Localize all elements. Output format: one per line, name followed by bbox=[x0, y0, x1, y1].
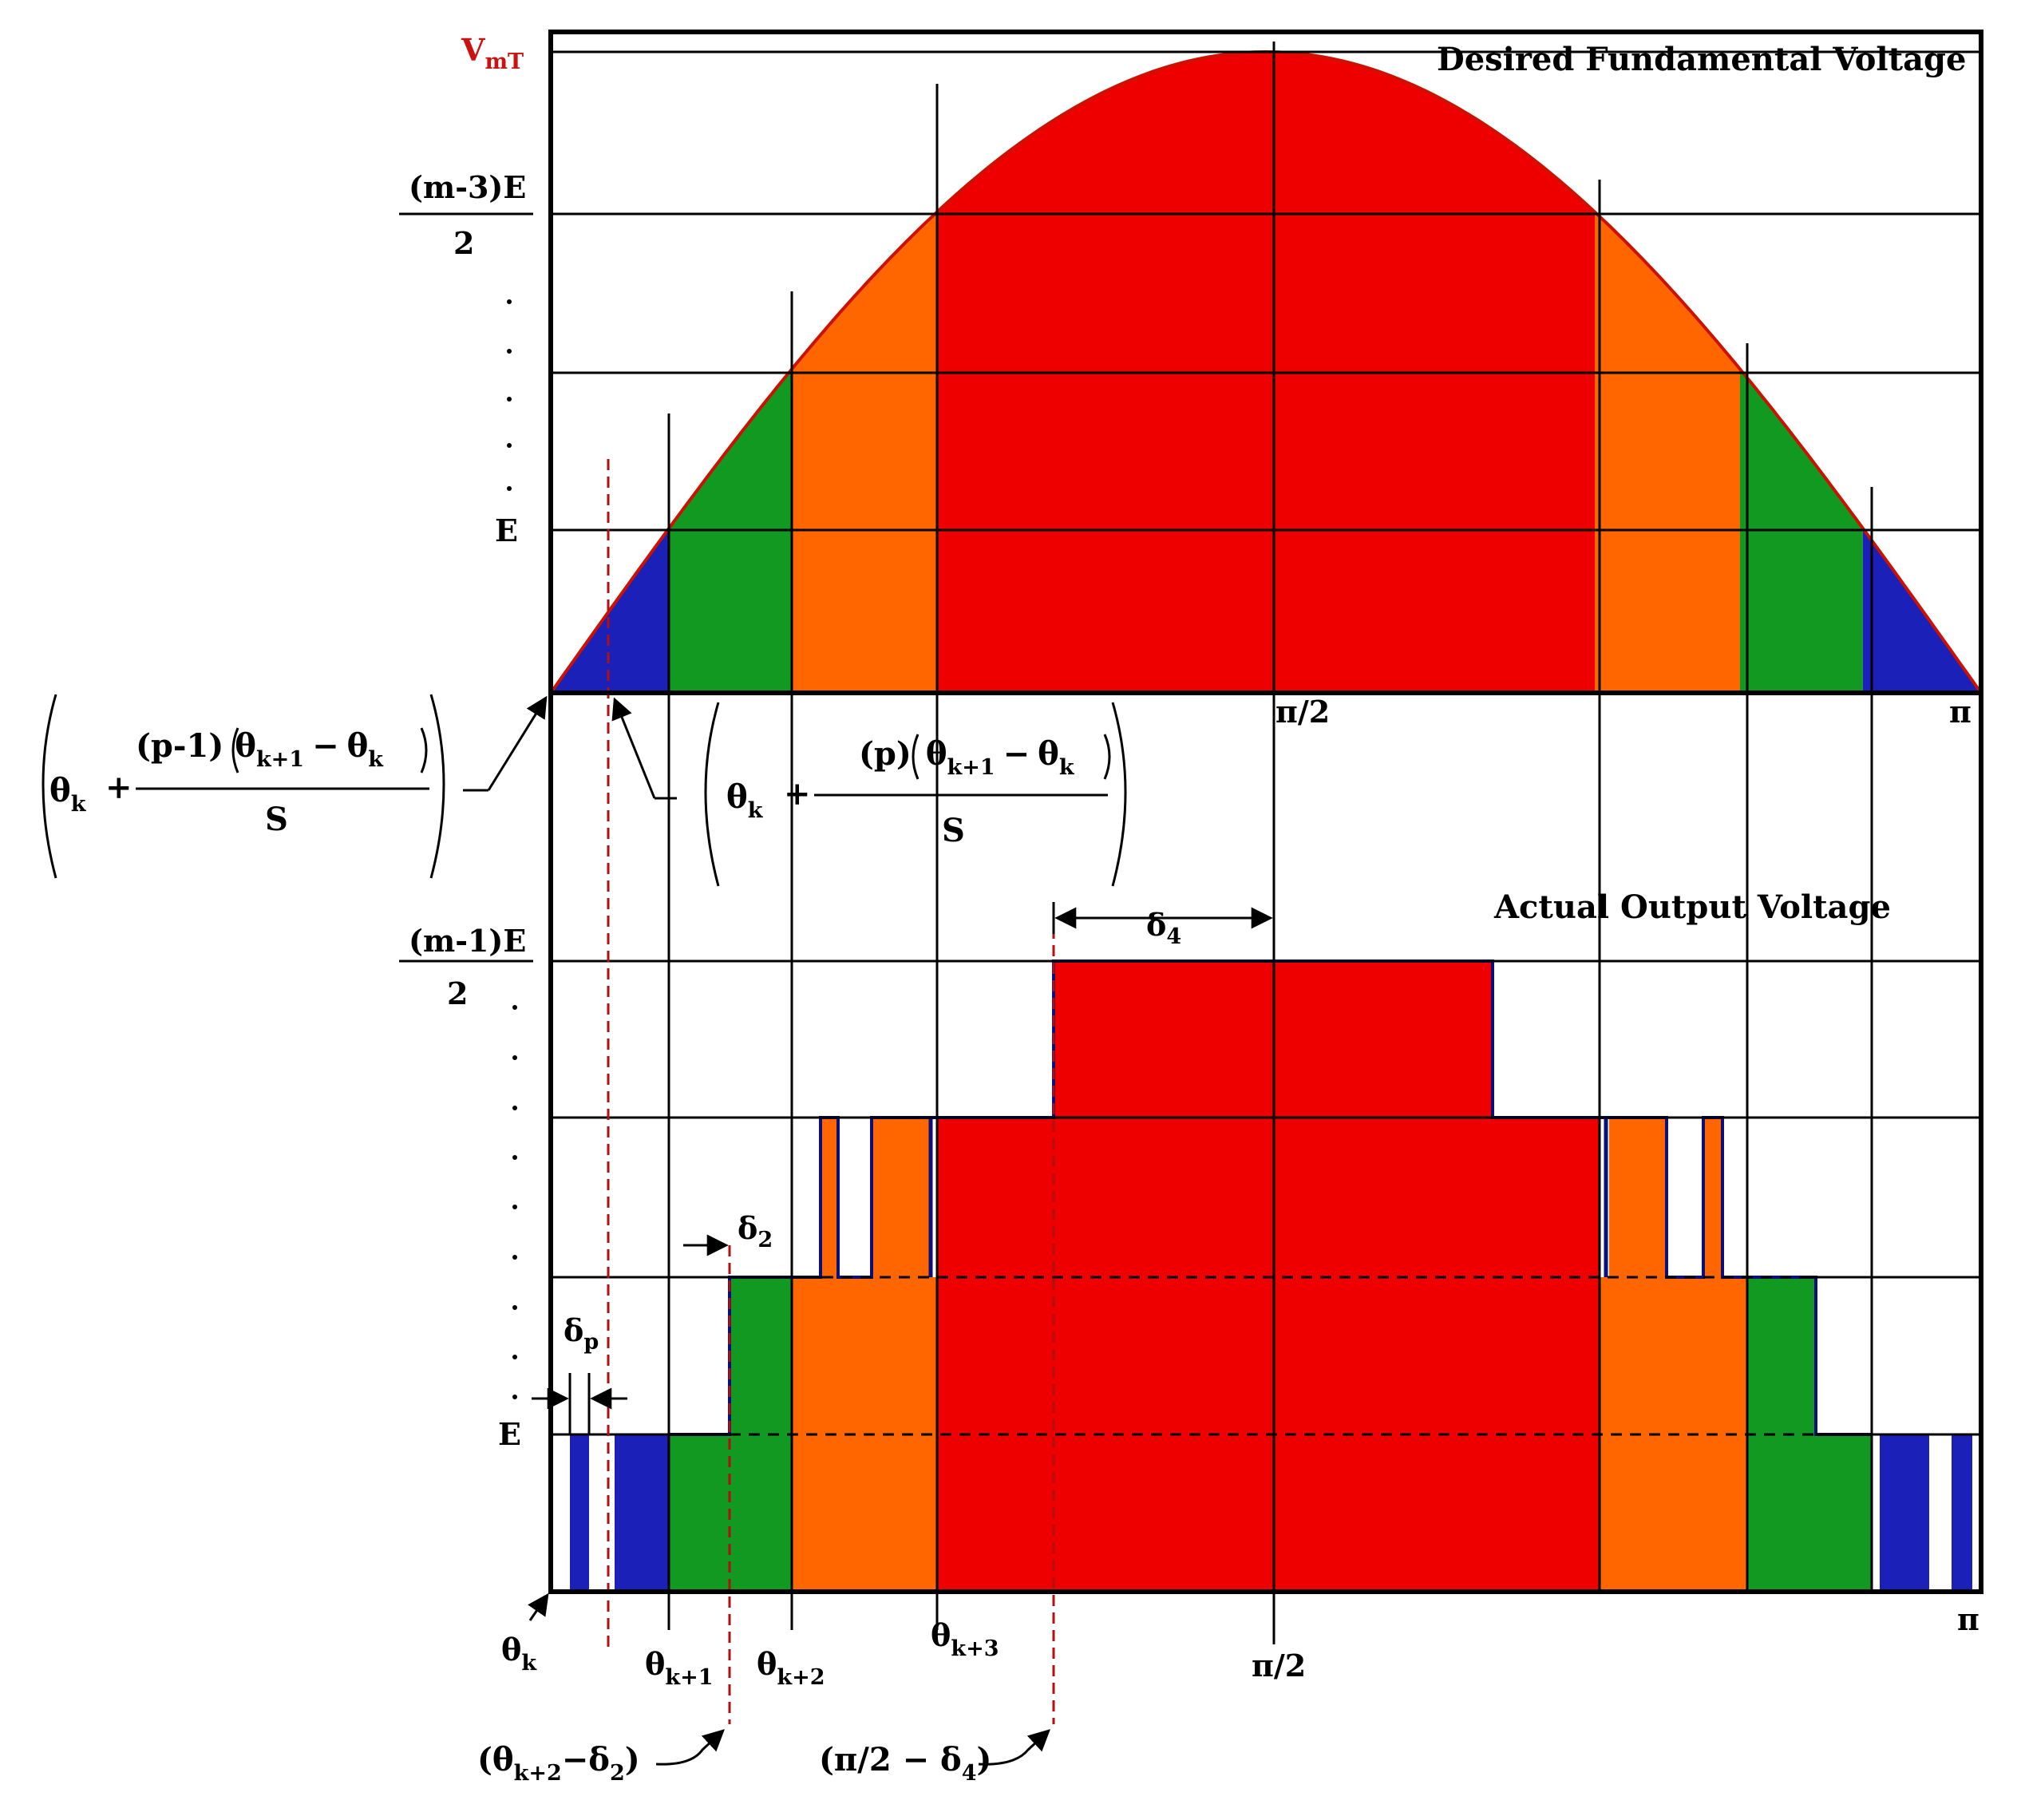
bottom-title: Actual Output Voltage bbox=[1493, 888, 1891, 926]
green-step-right-high bbox=[1747, 1277, 1816, 1434]
top-vertical-lines bbox=[667, 42, 1873, 722]
formula-right-theta-k: θk bbox=[726, 778, 764, 823]
m3-denominator: 2 bbox=[453, 225, 474, 261]
formula-left-inner-paren-open bbox=[231, 727, 239, 774]
m3-numerator: (m-3)E bbox=[409, 169, 526, 205]
theta-labels: θk θk+1 θk+2 θk+3 bbox=[501, 1592, 999, 1690]
orange-pulse-left-2 bbox=[872, 1118, 931, 1277]
orange-pulse-right-1 bbox=[1609, 1118, 1667, 1277]
bottom-frame bbox=[548, 690, 1983, 1594]
top-half-pi-label: π/2 bbox=[1275, 694, 1330, 730]
theta-k-arrow bbox=[528, 1592, 549, 1621]
theta-k2-label: θk+2 bbox=[757, 1646, 825, 1690]
top-vertical-dots bbox=[507, 299, 512, 491]
formula-right-paren-open bbox=[704, 702, 720, 887]
orange-pulse-left-1 bbox=[821, 1118, 838, 1277]
formula-left-paren-close bbox=[429, 694, 445, 879]
output-staircase bbox=[570, 959, 1972, 1592]
formula-right-arrow bbox=[611, 697, 656, 799]
bottom-vertical-lines bbox=[667, 693, 1873, 1644]
deltap-label: δp bbox=[564, 1312, 599, 1355]
bottom-half-pi-label: π/2 bbox=[1252, 1648, 1306, 1684]
m1-denominator: 2 bbox=[447, 975, 468, 1011]
formula-left-paren-open bbox=[42, 694, 57, 879]
bottom-vertical-dots bbox=[512, 1005, 517, 1399]
annotation-2-arrow bbox=[978, 1729, 1050, 1766]
theta-k3-label: θk+3 bbox=[931, 1617, 999, 1661]
formula-left-arrow bbox=[487, 695, 548, 791]
red-step-body bbox=[937, 1118, 1600, 1592]
formula-left-inner-paren-close bbox=[420, 727, 428, 774]
bottom-pi-label: π bbox=[1957, 1601, 1979, 1637]
m1-numerator: (m-1)E bbox=[409, 923, 526, 959]
top-pi-label: π bbox=[1949, 694, 1972, 730]
annotation-theta-k2-delta2: (θk+2−δ2) bbox=[477, 1741, 640, 1786]
delta2-label: δ2 bbox=[738, 1210, 773, 1252]
formula-left-theta-k: θk bbox=[49, 772, 87, 817]
theta-k-label: θk bbox=[501, 1632, 537, 1676]
formula-right-inner-paren-open bbox=[912, 734, 920, 780]
formula-right-denominator: S bbox=[942, 812, 965, 849]
blue-pulse-1 bbox=[570, 1434, 589, 1592]
blue-pulse-4 bbox=[1952, 1434, 1972, 1592]
formula-right-paren-close bbox=[1111, 702, 1127, 887]
green-step-left-high bbox=[730, 1277, 792, 1434]
green-step-right-low bbox=[1747, 1434, 1872, 1592]
formula-left: θk + (p-1) θk+1− θk S bbox=[42, 694, 548, 879]
bottom-annotations: (θk+2−δ2) (π/2 − δ4) bbox=[477, 1729, 1050, 1786]
orange-band-left bbox=[792, 212, 937, 693]
orange-pulse-right-2 bbox=[1703, 1118, 1722, 1277]
delta4-label: δ4 bbox=[1146, 907, 1181, 949]
dashed-guides bbox=[607, 459, 1055, 1724]
annotation-1-arrow bbox=[655, 1729, 725, 1766]
bottom-panel: Actual Output Voltage (m-1)E 2 E π/2 π δ… bbox=[399, 459, 1983, 1724]
annotation-pi2-delta4: (π/2 − δ4) bbox=[819, 1741, 991, 1786]
orange-band-right bbox=[1595, 212, 1740, 693]
theta-k1-label: θk+1 bbox=[645, 1646, 713, 1690]
formula-right-inner-paren-close bbox=[1103, 734, 1111, 780]
top-e-label: E bbox=[495, 512, 518, 548]
formula-right-numerator: (p) θk+1− θk bbox=[859, 735, 1075, 780]
formula-right: θk + (p) θk+1− θk S bbox=[611, 697, 1127, 887]
blue-pulse-2 bbox=[615, 1434, 669, 1592]
top-title: Desired Fundamental Voltage bbox=[1437, 41, 1966, 78]
top-panel: Desired Fundamental Voltage VmT (m-3)E 2… bbox=[399, 30, 1983, 730]
bottom-horizontal-levels bbox=[551, 959, 1981, 1436]
formula-left-denominator: S bbox=[265, 801, 288, 838]
top-horizontal-levels bbox=[551, 50, 1981, 532]
formula-left-numerator: (p-1) θk+1− θk bbox=[136, 727, 384, 772]
formula-left-plus: + bbox=[105, 769, 132, 806]
blue-pulse-3 bbox=[1880, 1434, 1929, 1592]
bottom-e-label: E bbox=[498, 1416, 521, 1452]
vmt-label: VmT bbox=[461, 32, 524, 74]
formula-right-plus: + bbox=[784, 775, 811, 813]
